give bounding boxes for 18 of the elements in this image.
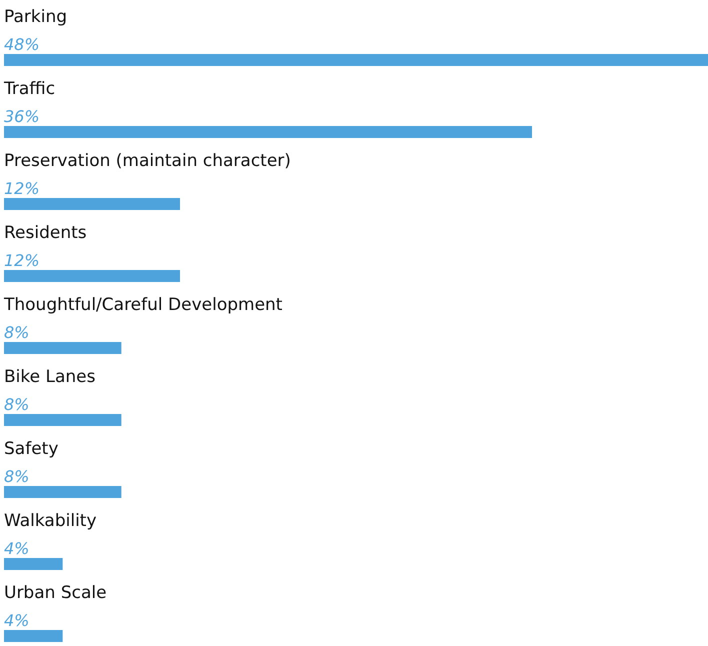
data-label: 36%	[4, 107, 40, 126]
y-tick-label: Bike Lanes	[4, 367, 96, 387]
data-label: 12%	[4, 251, 40, 270]
y-tick-label: Safety	[4, 439, 58, 459]
y-tick-label: Walkability	[4, 511, 97, 531]
data-label: 4%	[4, 611, 30, 630]
data-label: 4%	[4, 539, 30, 558]
data-label: 8%	[4, 467, 30, 486]
y-tick-label: Urban Scale	[4, 583, 107, 603]
y-tick-label: Preservation (maintain character)	[4, 151, 291, 171]
data-label: 12%	[4, 179, 40, 198]
y-tick-label: Traffic	[3, 79, 56, 99]
y-tick-label: Parking	[4, 7, 68, 27]
y-tick-label: Residents	[4, 223, 87, 243]
y-tick-label: Thoughtful/Careful Development	[3, 295, 283, 315]
data-label: 8%	[4, 395, 30, 414]
data-label: 48%	[4, 35, 40, 54]
data-label: 8%	[4, 323, 30, 342]
